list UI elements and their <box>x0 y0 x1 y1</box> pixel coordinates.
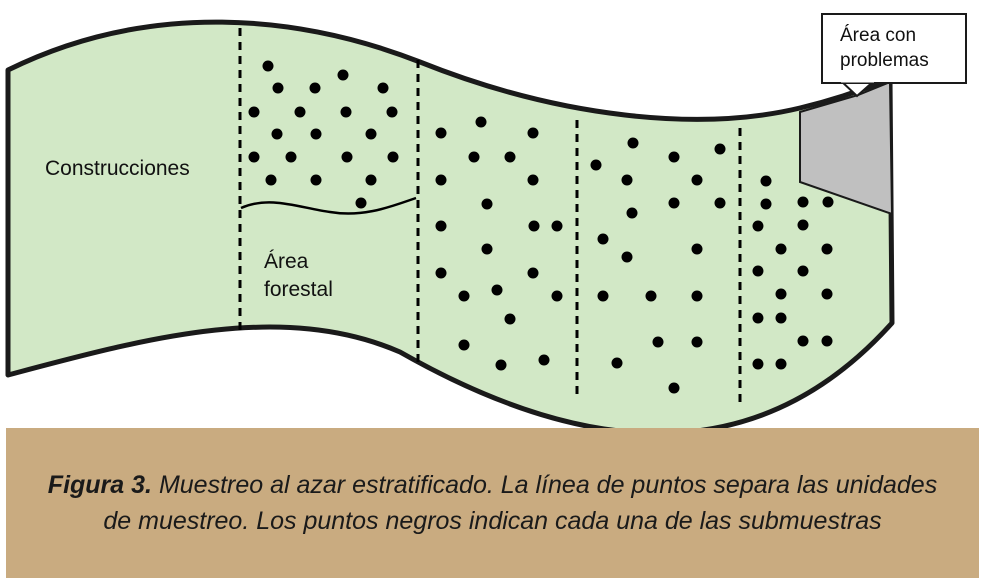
sample-dot <box>798 266 809 277</box>
sample-dot <box>669 152 680 163</box>
callout-label-line1: Área con <box>840 25 916 46</box>
sample-dot <box>646 291 657 302</box>
sample-dot <box>436 268 447 279</box>
sample-dot <box>753 313 764 324</box>
sample-dot <box>776 244 787 255</box>
sample-dot <box>482 244 493 255</box>
sample-dot <box>528 128 539 139</box>
sample-dot <box>591 160 602 171</box>
sample-dot <box>798 197 809 208</box>
sample-dot <box>311 129 322 140</box>
caption-text: Figura 3. Muestreo al azar estratificado… <box>46 467 939 539</box>
sample-dot <box>669 383 680 394</box>
sample-dot <box>822 336 833 347</box>
sample-dot <box>469 152 480 163</box>
stratified-sampling-diagram: Área con problemas Construcciones Área f… <box>0 0 985 430</box>
sample-dot <box>798 336 809 347</box>
sample-dot <box>295 107 306 118</box>
area-forestal-label-line1: Área <box>264 250 309 273</box>
sample-dot <box>387 107 398 118</box>
caption-body: Muestreo al azar estratificado. La línea… <box>103 471 937 535</box>
sample-dot <box>341 107 352 118</box>
sample-dot <box>753 359 764 370</box>
sample-dot <box>598 291 609 302</box>
sample-dot <box>311 175 322 186</box>
sample-dot <box>482 199 493 210</box>
sample-dot <box>822 289 833 300</box>
area-forestal-label-line2: forestal <box>264 278 333 301</box>
sample-dot <box>761 199 772 210</box>
callout-label-line2: problemas <box>840 50 929 71</box>
figure-label: Figura 3. <box>48 471 152 499</box>
sample-dot <box>496 360 507 371</box>
sample-dot <box>249 152 260 163</box>
sample-dot <box>552 291 563 302</box>
sample-dot <box>263 61 274 72</box>
sample-dot <box>715 198 726 209</box>
sample-dot <box>459 291 470 302</box>
sample-dot <box>753 221 764 232</box>
sample-dot <box>476 117 487 128</box>
sample-dot <box>761 176 772 187</box>
sample-dot <box>528 175 539 186</box>
sample-dot <box>627 208 638 219</box>
sample-dot <box>505 314 516 325</box>
sample-dot <box>388 152 399 163</box>
sample-dot <box>310 83 321 94</box>
sample-dot <box>798 220 809 231</box>
sample-dot <box>436 175 447 186</box>
sample-dot <box>622 175 633 186</box>
sample-dot <box>286 152 297 163</box>
sample-dot <box>436 221 447 232</box>
sample-dot <box>692 244 703 255</box>
sample-dot <box>628 138 639 149</box>
sample-dot <box>715 144 726 155</box>
sample-dot <box>692 337 703 348</box>
sample-dot <box>776 359 787 370</box>
sample-dot <box>598 234 609 245</box>
construcciones-label: Construcciones <box>45 157 190 180</box>
sample-dot <box>342 152 353 163</box>
sample-dot <box>822 244 833 255</box>
problem-area-callout: Área con problemas <box>822 14 966 96</box>
sample-dot <box>622 252 633 263</box>
sample-dot <box>753 266 764 277</box>
sample-dot <box>272 129 283 140</box>
sample-dot <box>366 129 377 140</box>
sample-dot <box>266 175 277 186</box>
sample-dot <box>505 152 516 163</box>
sample-dot <box>436 128 447 139</box>
sample-dot <box>823 197 834 208</box>
sample-dot <box>249 107 260 118</box>
sample-dot <box>776 289 787 300</box>
sample-dot <box>338 70 349 81</box>
sample-dot <box>356 198 367 209</box>
sample-dot <box>273 83 284 94</box>
sample-dot <box>552 221 563 232</box>
sample-dot <box>539 355 550 366</box>
sample-dot <box>459 340 470 351</box>
sample-dot <box>653 337 664 348</box>
sample-dot <box>528 268 539 279</box>
figure-caption: Figura 3. Muestreo al azar estratificado… <box>6 428 979 578</box>
sample-dot <box>529 221 540 232</box>
sample-dot <box>692 291 703 302</box>
sample-dot <box>692 175 703 186</box>
sample-dot <box>612 358 623 369</box>
sample-dot <box>669 198 680 209</box>
sample-dot <box>378 83 389 94</box>
sample-dot <box>492 285 503 296</box>
sample-dot <box>366 175 377 186</box>
sample-dot <box>776 313 787 324</box>
